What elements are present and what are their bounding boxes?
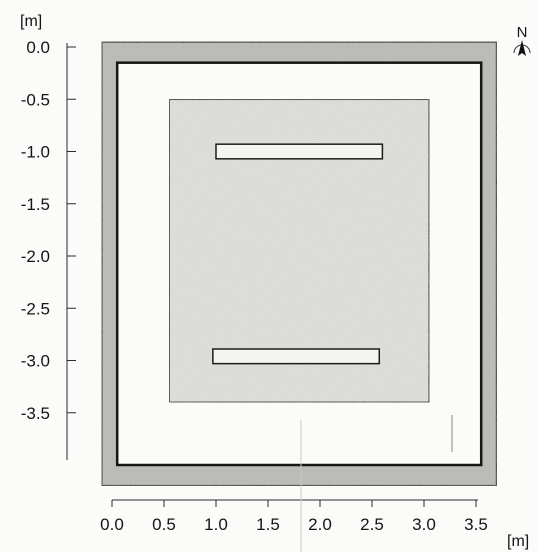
y-tick-label: -1.0	[21, 143, 50, 162]
y-axis-unit-label: [m]	[20, 13, 42, 30]
x-axis-unit-label: [m]	[507, 533, 529, 550]
x-tick-label: 0.0	[100, 515, 124, 534]
north-arrow: N	[513, 24, 531, 56]
y-tick-label: -3.0	[21, 352, 50, 371]
x-tick-label: 2.5	[360, 515, 384, 534]
x-tick-label: 0.5	[152, 515, 176, 534]
y-tick-label: -0.5	[21, 90, 50, 109]
x-tick-label: 3.5	[464, 515, 488, 534]
upper-bar	[215, 143, 384, 160]
x-tick-label: 1.5	[256, 515, 280, 534]
y-tick-label: -1.5	[21, 195, 50, 214]
north-arrow-icon	[513, 40, 531, 56]
x-tick-label: 3.0	[412, 515, 436, 534]
y-tick-label: -2.0	[21, 247, 50, 266]
plan-shapes	[100, 40, 498, 487]
y-tick-label: 0.0	[26, 38, 50, 57]
x-tick-label: 1.0	[204, 515, 228, 534]
x-tick-label: 2.0	[308, 515, 332, 534]
north-label: N	[517, 24, 528, 41]
y-axis: [m] 0.0 -0.5 -1.0 -1.5 -2.0 -2.5 -3.0 -3.5	[20, 13, 76, 460]
lower-bar	[212, 348, 381, 365]
y-tick-label: -3.5	[21, 404, 50, 423]
y-tick-label: -2.5	[21, 299, 50, 318]
x-axis: [m] 0.0 0.5 1.0 1.5 2.0 2.5 3.0 3.5	[100, 499, 529, 550]
